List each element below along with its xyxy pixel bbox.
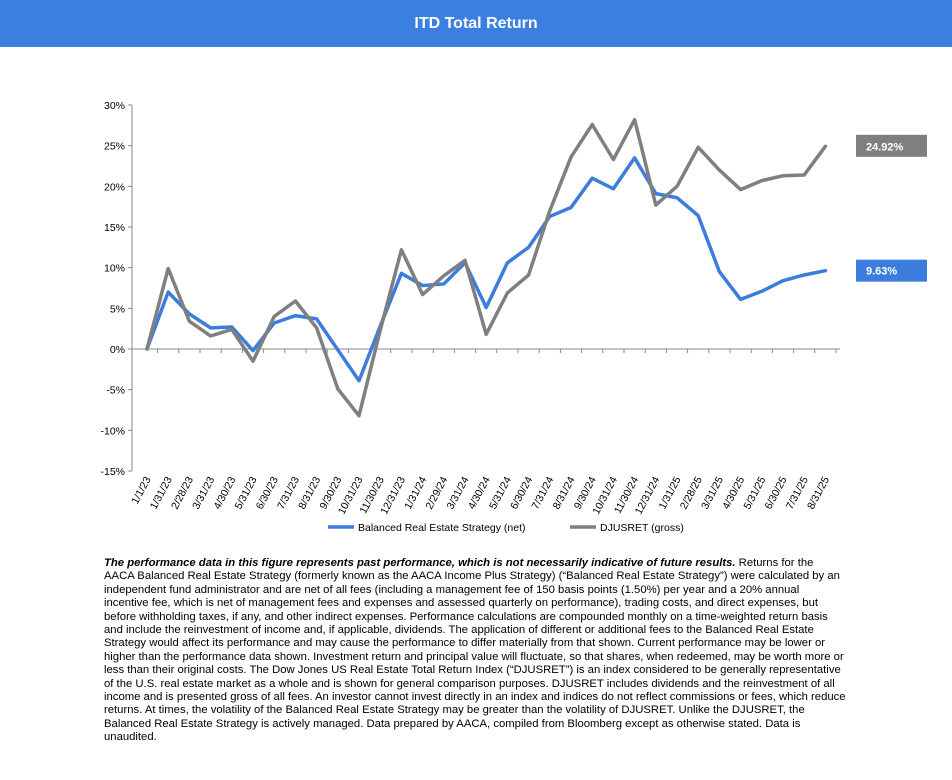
- y-tick-label: 25%: [104, 141, 125, 153]
- itd-total-return-chart: 1/1/231/31/232/28/233/31/234/30/235/31/2…: [100, 100, 927, 534]
- end-label-djusret: 24.92%: [866, 141, 904, 153]
- y-tick-label: 5%: [110, 303, 125, 315]
- y-tick-label: -10%: [100, 425, 125, 437]
- series-line-djusret: [145, 117, 828, 418]
- y-tick-label: 10%: [104, 263, 125, 275]
- disclaimer-lead: The performance data in this figure repr…: [104, 557, 736, 569]
- y-tick-label: -5%: [106, 385, 125, 397]
- legend-label: Balanced Real Estate Strategy (net): [358, 522, 526, 534]
- series-line-balanced: [145, 156, 828, 383]
- performance-disclaimer: The performance data in this figure repr…: [104, 557, 846, 745]
- y-tick-label: 20%: [104, 181, 125, 193]
- y-tick-label: -15%: [100, 466, 125, 478]
- header-bar: ITD Total Return: [0, 0, 952, 47]
- end-label-box-balanced: [856, 259, 927, 282]
- y-tick-label: 0%: [110, 344, 125, 356]
- end-label-box-djusret: [856, 134, 927, 157]
- end-label-balanced: 9.63%: [866, 266, 897, 278]
- legend-label: DJUSRET (gross): [600, 522, 684, 534]
- y-tick-label: 15%: [104, 222, 125, 234]
- disclaimer-body: Returns for the AACA Balanced Real Estat…: [104, 557, 846, 744]
- page-title: ITD Total Return: [414, 14, 538, 32]
- y-tick-label: 30%: [104, 100, 125, 112]
